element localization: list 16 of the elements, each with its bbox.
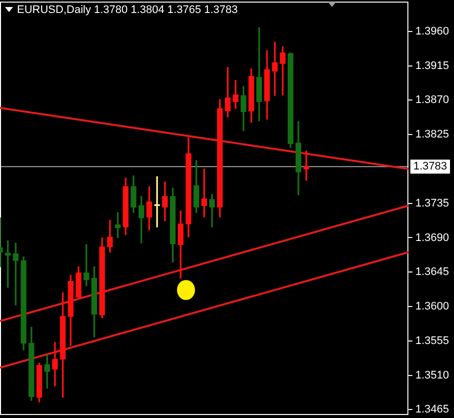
y-tick-label: 1.3915 (415, 60, 450, 72)
y-tick-label: 1.3960 (415, 25, 450, 38)
candlestick (209, 194, 215, 228)
y-tick-label: 1.3600 (415, 300, 450, 313)
y-tick-label: 1.3690 (415, 232, 450, 244)
y-tick-label: 1.3825 (415, 128, 450, 141)
candlestick (52, 342, 58, 386)
ref-line-label: 1.3783 (413, 160, 448, 173)
y-tick-label: 1.3735 (415, 197, 450, 210)
chart-title: EURUSD,Daily 1.3780 1.3804 1.3765 1.3783 (16, 4, 239, 16)
candlestick (154, 176, 160, 228)
y-tick-label: 1.3465 (415, 404, 450, 416)
y-tick-label: 1.3510 (415, 369, 450, 382)
y-tick-label: 1.3555 (415, 334, 450, 347)
y-tick-label: 1.3645 (415, 266, 450, 278)
y-tick-label: 1.3870 (415, 94, 450, 106)
